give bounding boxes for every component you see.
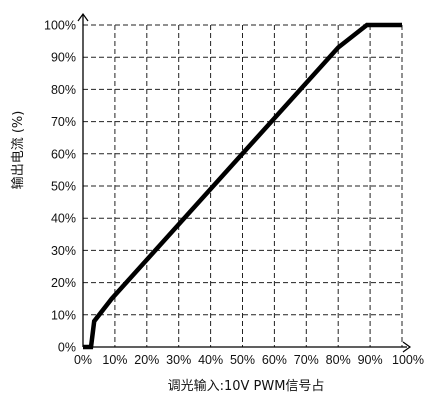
x-tick-label: 90%	[358, 353, 383, 367]
y-tick-label: 70%	[51, 115, 76, 129]
y-axis-label: 输出电流 (%)	[10, 111, 26, 190]
x-tick-label: 40%	[198, 353, 223, 367]
y-tick-label: 60%	[51, 147, 76, 161]
x-axis-label: 调光输入:10V PWM信号占	[168, 378, 325, 394]
y-tick-label: 80%	[51, 83, 76, 97]
series-layer	[83, 22, 402, 350]
grid	[83, 24, 403, 347]
x-tick-label: 30%	[166, 353, 191, 367]
x-tick-label: 80%	[326, 353, 351, 367]
axes	[77, 12, 412, 353]
x-tick-label: 0%	[74, 353, 92, 367]
x-tick-label: 10%	[102, 353, 127, 367]
x-axis-arrow	[402, 341, 412, 353]
y-tick-label: 90%	[51, 51, 76, 65]
y-tick-label: 40%	[51, 212, 76, 226]
x-tick-label: 20%	[134, 353, 159, 367]
x-tick-label: 70%	[294, 353, 319, 367]
y-tick-label: 10%	[51, 308, 76, 322]
series-line	[83, 22, 402, 350]
y-tick-label: 30%	[51, 244, 76, 258]
tick-labels: 0% 10% 20% 30% 40% 50% 60% 70% 80% 90% 100% 0% 10% 20…	[44, 19, 424, 368]
x-tick-label: 60%	[262, 353, 287, 367]
y-axis-arrow	[77, 12, 89, 22]
y-tick-label: 0%	[58, 341, 76, 355]
y-tick-label: 50%	[51, 180, 76, 194]
y-tick-label: 100%	[44, 19, 76, 33]
y-tick-label: 20%	[51, 276, 76, 290]
x-tick-label: 50%	[230, 353, 255, 367]
x-tick-label: 100%	[392, 353, 424, 367]
